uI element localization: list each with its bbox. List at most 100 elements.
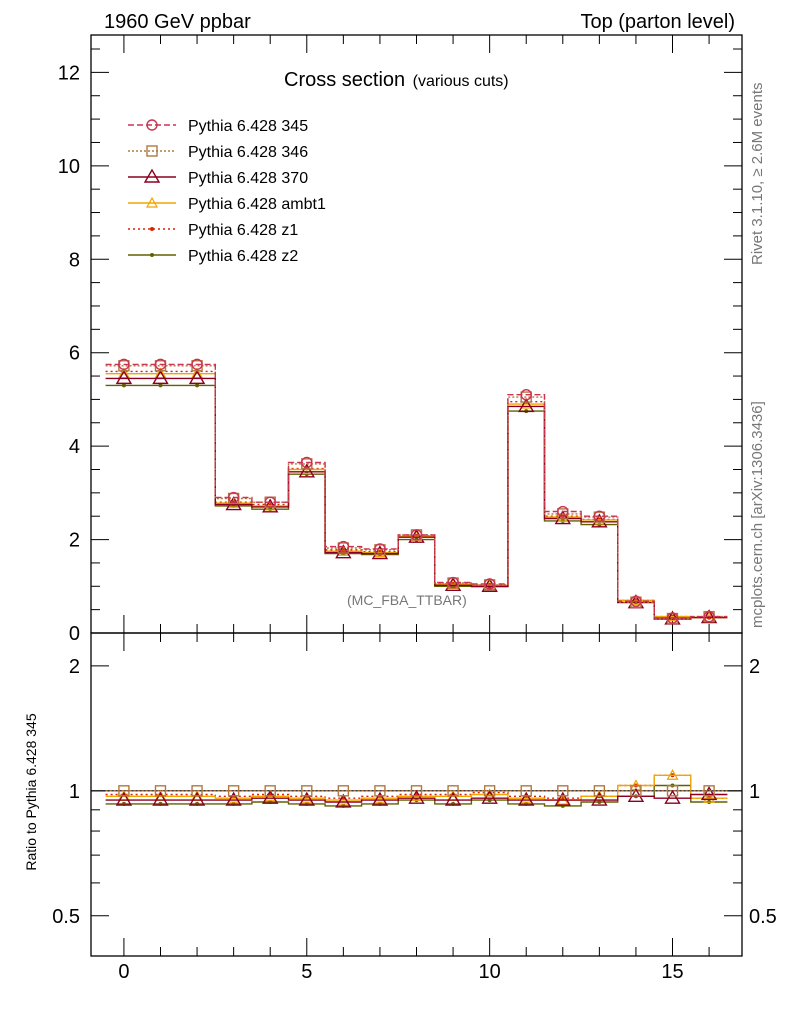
series-z1-line xyxy=(105,370,728,619)
ratio-y-tick-label: 1 xyxy=(69,781,80,803)
series-ambt1-line xyxy=(105,373,728,619)
ratio-y-tick-label-right: 0.5 xyxy=(749,906,777,928)
ratio-series-346-point xyxy=(264,785,276,797)
main-series xyxy=(105,358,728,625)
main-y-tick-label: 2 xyxy=(69,530,80,552)
ratio-y-tick-label-right: 1 xyxy=(749,781,760,803)
main-title: Cross section (various cuts) xyxy=(284,69,509,91)
series-370-point xyxy=(591,513,608,528)
ratio-series-370-point xyxy=(335,793,352,808)
ratio-series-346-point xyxy=(520,785,532,797)
legend: Pythia 6.428 345 Pythia 6.428 346 Pythia 6… xyxy=(128,118,326,265)
series-370-point xyxy=(335,544,352,559)
ratio-series-z2-point xyxy=(597,799,602,804)
ratio-ticks: 0.5 0.5 1 1 2 2 0 5 10 15 xyxy=(52,633,777,983)
left-title: 1960 GeV ppbar xyxy=(104,11,251,33)
series-370-point xyxy=(152,369,169,385)
series-370-point xyxy=(115,369,133,385)
mcplots-label: mcplots.cern.ch [arXiv:1306.3436] xyxy=(749,401,766,628)
series-345-point xyxy=(410,529,423,541)
ratio-series-370-point xyxy=(518,791,535,806)
legend-label: Pythia 6.428 ambt1 xyxy=(188,196,326,213)
ratio-series-346-point xyxy=(374,785,386,797)
ratio-series-370-line xyxy=(105,793,728,803)
ratio-ylabel: Ratio to Pythia 6.428 345 xyxy=(23,713,39,870)
ratio-series-346-point xyxy=(154,785,167,797)
legend-label: Pythia 6.428 z2 xyxy=(188,248,298,265)
series-345-point xyxy=(227,491,240,504)
ratio-series-ambt1-point xyxy=(703,791,716,803)
ratio-series-370-point xyxy=(408,789,425,804)
ratio-series-346-point xyxy=(410,785,423,797)
series-345-line xyxy=(105,363,728,619)
ratio-series-370-point xyxy=(261,789,279,804)
ratio-series-370-point xyxy=(444,791,462,806)
ratio-series xyxy=(105,769,728,808)
main-y-tick-label: 8 xyxy=(69,249,80,271)
legend-marker xyxy=(146,119,158,131)
series-345-point xyxy=(483,578,496,590)
series-z2-point xyxy=(195,383,200,388)
series-345-point xyxy=(557,505,569,518)
series-345-point xyxy=(191,358,203,371)
series-370-point xyxy=(554,510,572,525)
ratio-y-tick-label: 0.5 xyxy=(52,906,80,928)
legend-marker xyxy=(150,227,154,231)
ratio-series-346-point xyxy=(557,785,569,797)
series-345-point xyxy=(630,595,642,607)
legend-label: Pythia 6.428 346 xyxy=(188,144,308,161)
ratio-series-346-point xyxy=(301,785,313,797)
ratio-series-346-point xyxy=(630,785,642,797)
ratio-series-346-point xyxy=(118,785,130,797)
ratio-series-346-point xyxy=(593,785,606,797)
ratio-series-346-point xyxy=(227,785,240,797)
main-y-tick-label: 12 xyxy=(58,62,80,84)
main-y-tick-label: 4 xyxy=(69,436,80,458)
main-ticks: 0 2 4 6 8 10 12 xyxy=(58,35,742,645)
series-345-point xyxy=(520,389,532,401)
series-370-point xyxy=(518,398,535,413)
series-z2-line xyxy=(105,384,728,619)
legend-marker xyxy=(145,196,159,208)
series-346-line xyxy=(105,365,728,620)
ratio-series-370-point xyxy=(298,791,315,806)
analysis-tag: (MC_FBA_TTBAR) xyxy=(347,592,467,608)
ratio-series-z1-line xyxy=(105,774,728,799)
series-345-point xyxy=(447,576,459,589)
main-subtitle-text: (various cuts) xyxy=(413,73,509,90)
ratio-series-370-point xyxy=(481,789,498,804)
ratio-series-z2-point xyxy=(487,798,492,803)
series-370-point xyxy=(408,528,425,543)
ratio-series-370-point xyxy=(188,791,206,806)
series-z2-point xyxy=(121,383,126,388)
ratio-series-370-point xyxy=(591,791,608,806)
ratio-y-tick-label: 2 xyxy=(69,656,80,678)
legend-label: Pythia 6.428 z1 xyxy=(188,222,298,239)
series-345-point xyxy=(301,456,313,469)
ratio-series-346-point xyxy=(337,785,350,797)
series-345-point xyxy=(118,358,130,371)
series-345-point xyxy=(154,358,167,371)
series-345-point xyxy=(703,610,715,623)
series-345-point xyxy=(337,540,350,553)
series-z2-point xyxy=(597,522,602,527)
series-345-point xyxy=(593,510,606,522)
ratio-x-tick-label: 10 xyxy=(479,961,501,983)
main-y-tick-label: 6 xyxy=(69,343,80,365)
ratio-series-370-point xyxy=(225,791,242,806)
series-370-line xyxy=(105,377,728,620)
legend-marker xyxy=(146,145,158,157)
ratio-series-370-point xyxy=(700,786,718,801)
ratio-series-370-point xyxy=(115,791,133,806)
main-y-tick-label: 10 xyxy=(58,156,80,178)
ratio-x-tick-label: 5 xyxy=(301,961,312,983)
ratio-x-tick-label: 0 xyxy=(118,961,129,983)
ratio-series-370-point xyxy=(152,791,169,806)
series-345-point xyxy=(666,612,679,624)
ratio-series-346-point xyxy=(191,785,203,797)
series-370-point xyxy=(298,463,315,478)
ratio-series-346-point xyxy=(483,785,496,797)
ratio-series-370-point xyxy=(371,791,389,806)
legend-marker xyxy=(150,253,154,257)
